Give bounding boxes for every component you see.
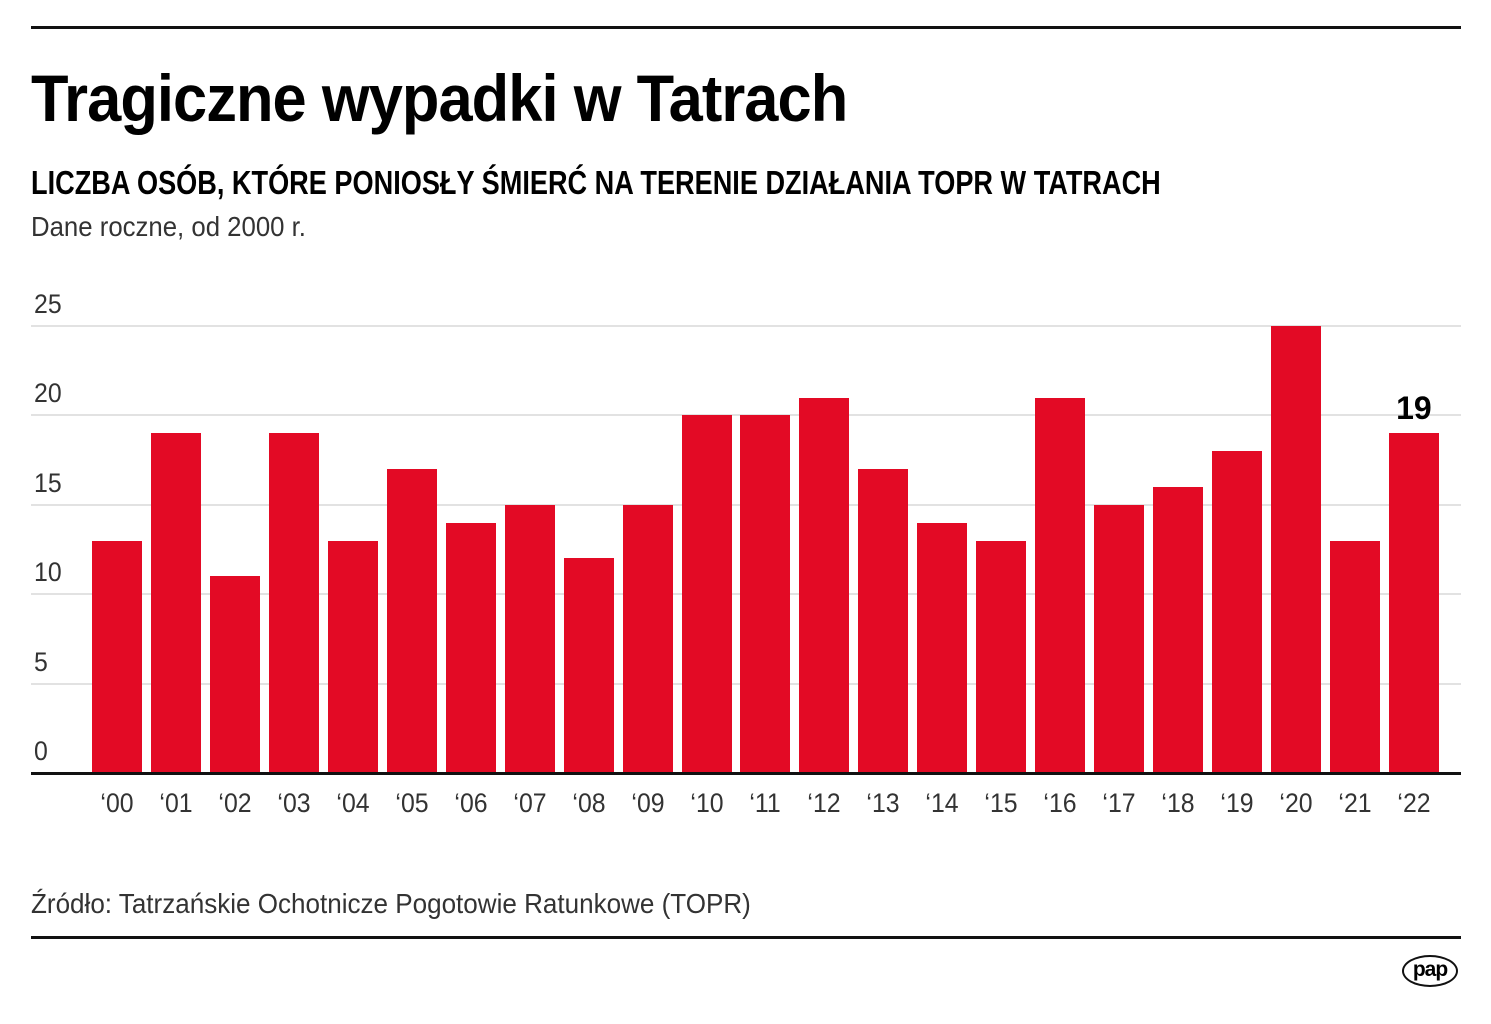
x-tick-label: ‘03 [277,788,311,818]
gridline [31,325,1461,327]
bar [1035,397,1086,773]
x-tick-label: ‘04 [336,788,370,818]
x-tick-label: ‘12 [807,788,841,818]
bar [740,415,791,773]
x-tick-label: ‘01 [159,788,193,818]
bar [917,522,968,773]
bar [1388,433,1439,773]
x-tick-label: ‘00 [100,788,134,818]
x-tick-label: ‘02 [218,788,252,818]
chart-note: Dane roczne, od 2000 r. [31,211,306,242]
bar [681,415,732,773]
bar [1153,486,1204,773]
x-tick-label: ‘06 [454,788,488,818]
bar [622,504,673,773]
y-tick-label: 25 [34,289,62,319]
bar [1271,326,1321,773]
y-tick-label: 5 [34,646,48,677]
bar [976,540,1027,773]
bar [92,540,142,773]
bar [799,397,850,773]
y-tick-label: 10 [34,557,62,588]
source-text: Źródło: Tatrzańskie Ochotnicze Pogotowie… [31,888,751,919]
x-tick-label: ‘10 [689,788,724,818]
x-tick-label: ‘15 [984,788,1018,818]
chart-title: Tragiczne wypadki w Tatrach [31,61,848,135]
y-tick-label: 15 [34,467,62,498]
bar [150,433,201,773]
bar [1329,540,1380,773]
bar [858,469,909,773]
x-tick-label: ‘11 [749,788,782,818]
bottom-rule [31,936,1461,939]
bar [268,433,319,773]
x-tick-label: ‘22 [1397,788,1431,818]
bar [1094,504,1145,773]
y-tick-label: 0 [34,736,48,766]
bar [327,540,378,773]
bar [1212,451,1263,773]
x-tick-label: ‘21 [1338,788,1372,818]
x-tick-label: ‘13 [866,788,900,818]
x-tick-label: ‘14 [925,788,959,818]
x-axis-line [31,772,1461,775]
x-tick-label: ‘05 [395,788,429,818]
x-tick-label: ‘08 [572,788,606,818]
bar [209,576,260,773]
x-tick-label: ‘09 [630,788,665,818]
pap-logo-icon: pap [1402,955,1458,987]
x-tick-label: ‘17 [1102,788,1136,818]
bar [563,558,614,773]
bar [445,522,496,773]
top-rule [31,26,1461,29]
bar [386,469,437,773]
x-tick-label: ‘19 [1220,788,1254,818]
value-label: 19 [1396,390,1432,427]
x-tick-label: ‘18 [1161,788,1195,818]
logo-text: pap [1412,957,1448,981]
x-tick-label: ‘20 [1279,788,1313,818]
x-tick-label: ‘16 [1043,788,1077,818]
x-tick-label: ‘07 [513,788,547,818]
chart-subtitle: LICZBA OSÓB, KTÓRE PONIOSŁY ŚMIERĆ NA TE… [31,164,1161,201]
bar [504,504,555,773]
y-tick-label: 20 [34,378,62,409]
